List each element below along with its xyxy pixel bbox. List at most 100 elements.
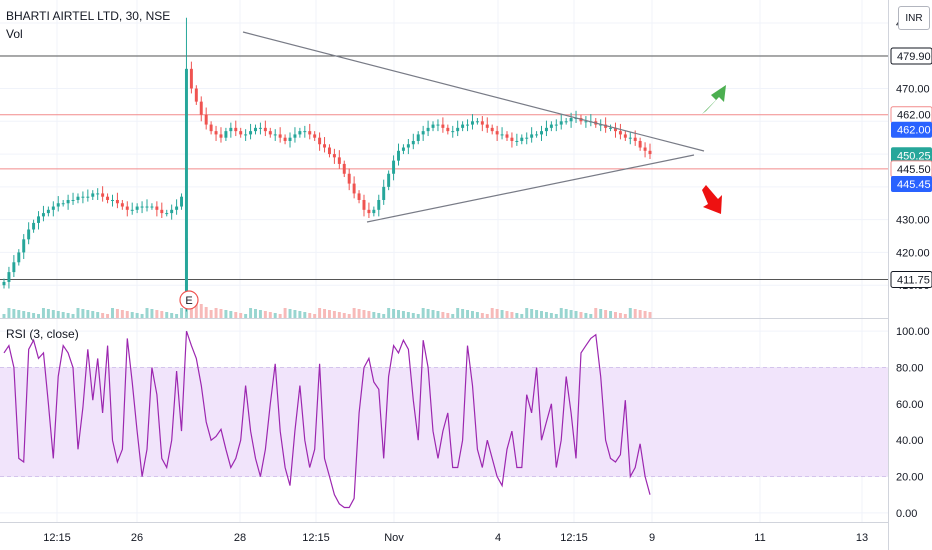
candle-body xyxy=(643,147,647,151)
volume-bar xyxy=(209,310,213,318)
volume-bar xyxy=(76,308,80,318)
candle-body xyxy=(411,140,415,145)
candle-body xyxy=(125,206,129,210)
candle-body xyxy=(357,193,361,200)
volume-bar xyxy=(569,310,573,318)
volume-bar xyxy=(165,312,169,318)
time-tick-label: 28 xyxy=(234,532,246,544)
candlesticks[interactable] xyxy=(2,17,652,312)
volume-bar xyxy=(111,308,114,318)
volume-bar xyxy=(643,311,647,318)
volume-bar xyxy=(12,309,16,318)
volume-bar xyxy=(254,309,257,318)
volume-bar xyxy=(278,314,282,318)
candle-body xyxy=(145,206,149,208)
candle-body xyxy=(540,131,543,135)
volume-bar xyxy=(475,312,479,318)
price-tag-label: 445.50 xyxy=(897,164,931,176)
earnings-marker[interactable]: E xyxy=(179,290,199,310)
volume-bar xyxy=(258,310,262,318)
candle-body xyxy=(323,144,327,148)
volume-bar xyxy=(32,313,36,318)
volume-bar xyxy=(214,308,218,318)
rsi-axis[interactable]: 0.00 20.00 40.00 60.00 80.00 100.00 xyxy=(896,326,930,520)
horizontal-levels xyxy=(0,55,888,280)
time-tick-label: 4 xyxy=(495,532,501,544)
candle-body xyxy=(318,137,322,145)
upper-trendline xyxy=(242,31,705,152)
volume-bar xyxy=(574,311,578,318)
volume-bar xyxy=(441,312,445,318)
volume-bar xyxy=(66,313,70,318)
volume-bar xyxy=(150,309,154,318)
candle-body xyxy=(436,124,440,126)
candle-body xyxy=(91,193,95,197)
volume-bar xyxy=(219,309,223,318)
time-tick-label: 9 xyxy=(649,532,655,544)
rsi-tick-label: 40.00 xyxy=(896,435,924,447)
candle-body xyxy=(372,209,376,214)
volume-bar xyxy=(505,311,509,318)
candle-body xyxy=(288,137,292,141)
candle-body xyxy=(12,262,16,273)
candle-body xyxy=(189,68,193,89)
volume-bar xyxy=(579,312,583,318)
triangle-pattern xyxy=(242,31,705,223)
candle-body xyxy=(135,206,139,210)
volume-bar xyxy=(431,310,435,318)
candle-body xyxy=(500,134,504,136)
volume-bar xyxy=(525,308,529,318)
candle-body xyxy=(426,127,430,132)
volume-bar xyxy=(199,304,203,318)
candle-body xyxy=(283,137,287,141)
candle-body xyxy=(377,199,381,210)
candle-body xyxy=(165,213,169,215)
volume-bar xyxy=(249,308,253,318)
volume-bar xyxy=(485,314,489,318)
candle-body xyxy=(81,196,85,198)
volume-bar xyxy=(416,314,420,318)
candle-body xyxy=(638,140,642,148)
price-tag-box xyxy=(890,270,932,288)
rsi-tick-label: 20.00 xyxy=(896,472,924,484)
time-tick-label: 13 xyxy=(856,532,868,544)
candle-body xyxy=(184,68,188,305)
candle-body xyxy=(535,134,539,136)
candle-body xyxy=(180,196,184,207)
chart-title: BHARTI AIRTEL LTD, 30, NSE xyxy=(6,9,171,23)
volume-bar xyxy=(204,307,208,318)
candle-body xyxy=(313,134,317,138)
volume-bar xyxy=(411,313,415,318)
price-tick-label: 430.00 xyxy=(896,215,930,227)
candle-body xyxy=(106,196,110,200)
time-axis[interactable]: 12:15 26 28 12:15 Nov 4 12:15 9 11 13 xyxy=(43,532,868,544)
candle-body xyxy=(96,193,100,195)
volume-bar xyxy=(584,313,588,318)
volume-bar xyxy=(392,309,396,318)
candle-body xyxy=(416,134,420,141)
volume-bar xyxy=(106,314,110,318)
volume-bar xyxy=(120,310,124,318)
price-tags: 479.90 462.00 462.00 450.25 445.50 445.45 411.… xyxy=(890,47,932,288)
candle-body xyxy=(303,131,307,133)
volume-bar xyxy=(530,309,534,318)
volume-bar xyxy=(544,312,548,318)
time-tick-label: 11 xyxy=(754,532,765,544)
currency-badge[interactable]: INR xyxy=(898,6,930,30)
volume-bar xyxy=(559,308,563,318)
candle-body xyxy=(347,173,351,184)
volume-bar xyxy=(41,308,45,318)
volume-bar xyxy=(263,311,267,318)
volume-bar xyxy=(520,314,524,318)
volume-bar xyxy=(623,314,627,318)
candle-body xyxy=(214,131,218,135)
candle-body xyxy=(32,222,36,230)
candle-body xyxy=(342,163,346,174)
volume-bar xyxy=(332,311,336,318)
candle-body xyxy=(41,213,45,217)
volume-bar xyxy=(446,313,450,318)
candle-body xyxy=(239,131,243,135)
candle-body xyxy=(569,118,573,122)
volume-bar xyxy=(397,310,400,318)
